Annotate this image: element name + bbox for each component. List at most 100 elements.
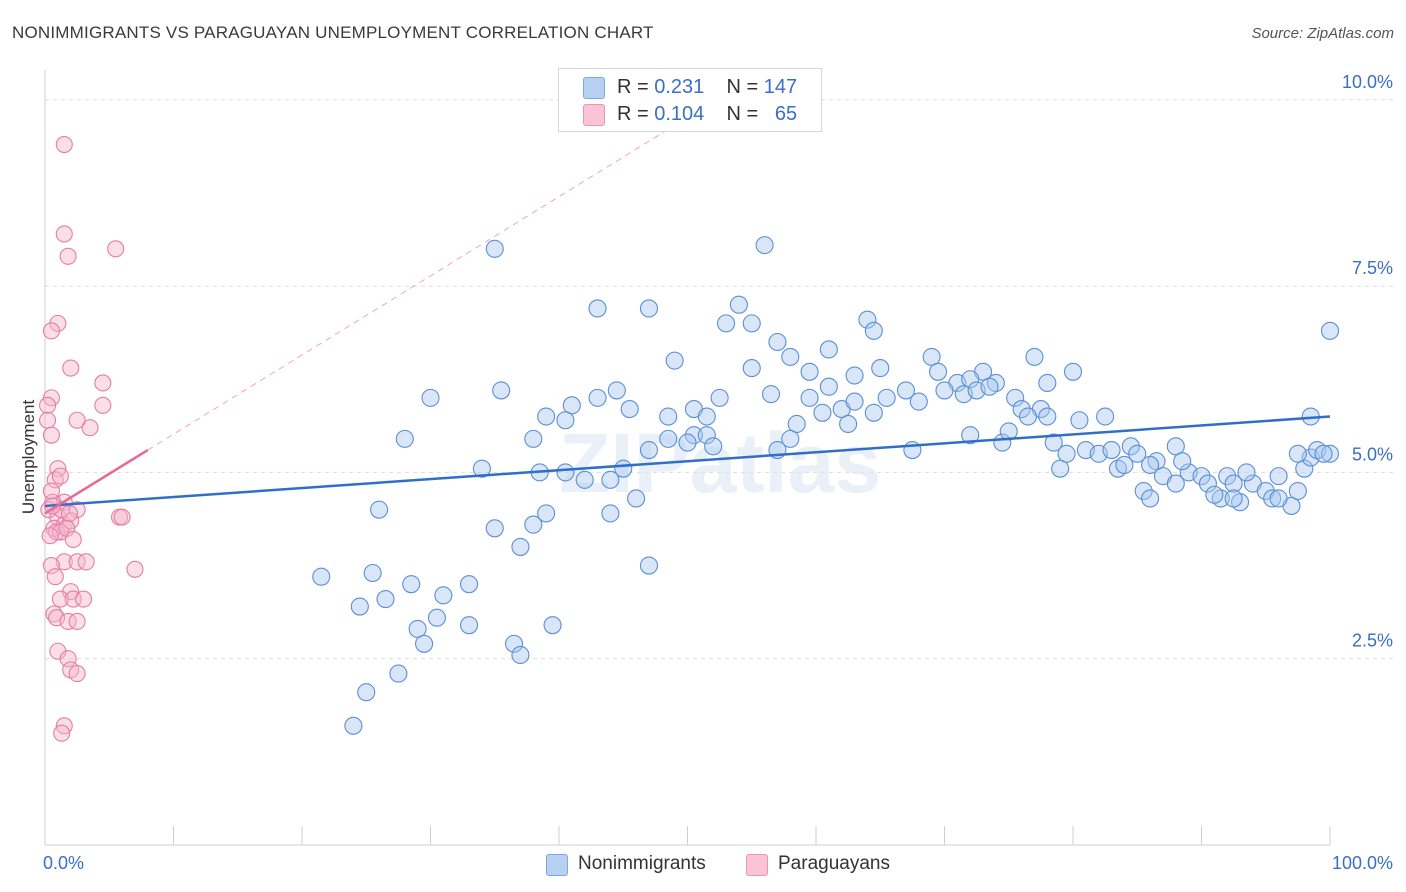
nonimmigrants-point bbox=[961, 370, 980, 389]
nonimmigrants-point bbox=[980, 377, 999, 396]
nonimmigrants-point bbox=[781, 429, 800, 448]
nonimmigrants-point bbox=[1134, 481, 1153, 501]
paraguayans-point bbox=[55, 553, 73, 571]
nonimmigrants-point bbox=[1141, 489, 1160, 508]
nonimmigrants-point bbox=[312, 567, 331, 586]
paraguayans-point bbox=[77, 553, 95, 571]
nonimmigrants-points bbox=[312, 236, 1340, 735]
nonimmigrants-point bbox=[562, 396, 581, 415]
legend-n-label: N = bbox=[726, 76, 759, 98]
nonimmigrants-point bbox=[421, 388, 440, 407]
nonimmigrants-point bbox=[896, 381, 916, 400]
nonimmigrants-point bbox=[1320, 444, 1340, 463]
nonimmigrants-point bbox=[710, 388, 729, 407]
nonimmigrants-point bbox=[1044, 433, 1063, 452]
nonimmigrants-point bbox=[819, 340, 838, 359]
paraguayans-point bbox=[42, 557, 60, 575]
nonimmigrants-point bbox=[588, 388, 607, 407]
nonimmigrants-point bbox=[787, 414, 806, 434]
nonimmigrants-point bbox=[1224, 474, 1243, 493]
nonimmigrants-point bbox=[434, 586, 453, 605]
nonimmigrants-point bbox=[1192, 467, 1211, 486]
nonimmigrants-point bbox=[1141, 455, 1160, 475]
paraguayans-point bbox=[68, 411, 86, 429]
y-tick-label: 5.0% bbox=[1352, 444, 1393, 464]
nonimmigrants-point bbox=[601, 470, 620, 489]
nonimmigrants-point bbox=[1038, 407, 1057, 426]
paraguayans-point bbox=[59, 650, 77, 668]
paraguayans-point bbox=[51, 467, 69, 485]
paraguayans-point bbox=[64, 530, 82, 549]
nonimmigrants-point bbox=[485, 239, 504, 258]
paraguayans-point bbox=[42, 322, 60, 340]
nonimmigrants-point bbox=[659, 429, 678, 448]
nonimmigrants-point bbox=[864, 403, 883, 422]
nonimmigrants-point bbox=[350, 597, 369, 616]
y-axis-title: Unemployment bbox=[19, 400, 38, 515]
axis-labels: 2.5% 5.0% 7.5% 10.0% 0.0% 100.0% Unemployment bbox=[19, 72, 1393, 873]
x-tick-label: 100.0% bbox=[1332, 853, 1393, 873]
nonimmigrants-point bbox=[781, 347, 800, 366]
nonimmigrants-point bbox=[1295, 459, 1314, 478]
nonimmigrants-point bbox=[922, 347, 941, 366]
paraguayans-point bbox=[94, 374, 112, 392]
y-tick-label: 2.5% bbox=[1352, 631, 1393, 651]
nonimmigrants-point bbox=[1102, 440, 1121, 460]
paraguayans-points bbox=[39, 135, 144, 742]
nonimmigrants-point bbox=[459, 616, 479, 635]
nonimmigrants-point bbox=[504, 634, 524, 653]
nonimmigrants-point bbox=[845, 392, 864, 411]
chart-title: NONIMMIGRANTS VS PARAGUAYAN UNEMPLOYMENT… bbox=[12, 23, 654, 42]
legend-r-value: 0.104 bbox=[654, 103, 705, 125]
nonimmigrants-point bbox=[395, 429, 414, 448]
nonimmigrants-point bbox=[1025, 347, 1044, 366]
nonimmigrants-point bbox=[1096, 407, 1115, 426]
axes bbox=[44, 70, 1331, 846]
paraguayans-point bbox=[68, 553, 86, 571]
bottom-legend-swatch-blue bbox=[546, 854, 568, 876]
source-label: Source: ZipAtlas.com bbox=[1251, 25, 1394, 42]
paraguayans-point bbox=[42, 482, 60, 500]
nonimmigrants-point bbox=[697, 426, 716, 445]
nonimmigrants-point bbox=[1038, 373, 1057, 393]
nonimmigrants-point bbox=[459, 575, 479, 594]
nonimmigrants-point bbox=[929, 362, 948, 381]
nonimmigrants-point bbox=[511, 537, 530, 556]
nonimmigrants-point bbox=[427, 608, 446, 627]
paraguayans-point bbox=[55, 225, 73, 243]
nonimmigrants-point bbox=[761, 385, 781, 404]
nonimmigrants-point bbox=[639, 299, 659, 318]
nonimmigrants-point bbox=[684, 426, 703, 445]
legend-r-value: 0.231 bbox=[654, 76, 705, 98]
paraguayans-point bbox=[60, 504, 78, 522]
nonimmigrants-point bbox=[1115, 455, 1134, 475]
nonimmigrants-point bbox=[543, 616, 562, 635]
legend-box: R = 0.231 N = 147 R = 0.104 N = 65 bbox=[558, 68, 822, 132]
nonimmigrants-point bbox=[1063, 362, 1083, 381]
nonimmigrants-point bbox=[408, 619, 427, 638]
nonimmigrants-point bbox=[742, 314, 761, 333]
nonimmigrants-point bbox=[813, 403, 832, 422]
nonimmigrants-point bbox=[1269, 467, 1288, 486]
nonimmigrants-point bbox=[1018, 407, 1038, 426]
nonimmigrants-point bbox=[1198, 474, 1217, 493]
nonimmigrants-point bbox=[1237, 463, 1256, 482]
nonimmigrants-point bbox=[1166, 437, 1185, 456]
nonimmigrants-point bbox=[1205, 485, 1224, 504]
legend-swatch-blue bbox=[583, 77, 605, 99]
nonimmigrants-point bbox=[864, 321, 883, 340]
nonimmigrants-point bbox=[1263, 489, 1282, 508]
nonimmigrants-point bbox=[800, 362, 819, 381]
nonimmigrants-point bbox=[909, 392, 928, 411]
nonimmigrants-point bbox=[415, 634, 434, 653]
nonimmigrants-point bbox=[678, 433, 697, 452]
nonimmigrants-point bbox=[357, 683, 376, 702]
nonimmigrants-point bbox=[704, 437, 723, 456]
nonimmigrants-point bbox=[376, 590, 395, 609]
nonimmigrants-point bbox=[639, 556, 659, 575]
nonimmigrants-point bbox=[1070, 411, 1089, 430]
legend-n-value: 147 bbox=[763, 76, 798, 98]
y-tick-label: 10.0% bbox=[1342, 72, 1393, 92]
nonimmigrants-point bbox=[1218, 467, 1237, 486]
